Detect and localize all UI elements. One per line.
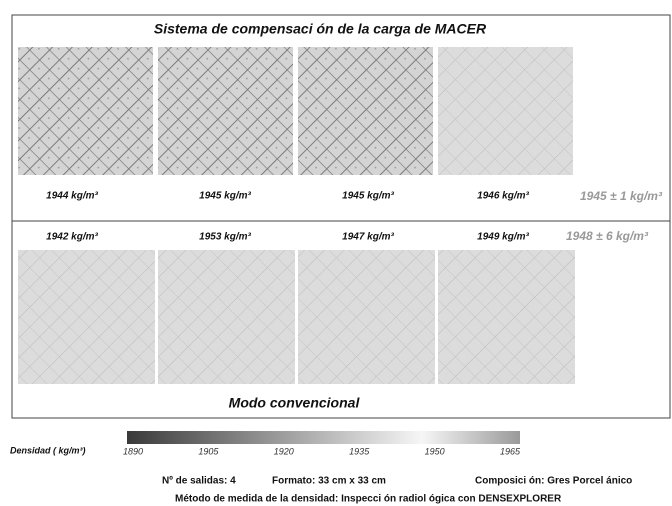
top-images (18, 47, 573, 175)
summary: 1945 ± 1 kg/m³ (580, 189, 663, 203)
outputs: Nº de salidas: 4 (162, 476, 236, 487)
density-label: 1945 kg/m³ (199, 191, 251, 202)
image (158, 47, 293, 175)
colorbar-label: Densidad ( kg/m³) (10, 445, 86, 455)
image (438, 47, 573, 175)
colorbar (127, 431, 520, 444)
colorbar-tick: 1920 (274, 446, 294, 456)
colorbar-tick: 1890 (123, 446, 143, 456)
density-label: 1944 kg/m³ (46, 191, 98, 202)
image (298, 250, 435, 384)
density-label: 1947 kg/m³ (342, 232, 394, 243)
title: Sistema de compensaci ón de la carga de … (154, 21, 487, 37)
image (298, 47, 433, 175)
image (438, 250, 575, 384)
colorbar-ticks: 1890 1905 1920 1935 1950 1965 (123, 446, 521, 456)
image (158, 250, 295, 384)
image (18, 47, 153, 175)
density-label: 1942 kg/m³ (46, 232, 98, 243)
format: Formato: 33 cm x 33 cm (272, 476, 386, 487)
density-label: 1953 kg/m³ (199, 232, 251, 243)
frame (11, 14, 671, 419)
image (18, 250, 155, 384)
composition: Composici ón: Gres Porcel ánico (475, 476, 632, 487)
density-label: 1945 kg/m³ (342, 191, 394, 202)
summary: 1948 ± 6 kg/m³ (566, 229, 649, 243)
colorbar-tick: 1950 (425, 446, 445, 456)
colorbar-tick: 1965 (500, 446, 521, 456)
colorbar-tick: 1935 (349, 446, 370, 456)
density-label: 1949 kg/m³ (477, 232, 529, 243)
method: Método de medida de la densidad: Inspecc… (175, 494, 562, 505)
colorbar-tick: 1905 (198, 446, 219, 456)
bottom-title: Modo convencional (229, 395, 361, 411)
density-label: 1946 kg/m³ (477, 191, 529, 202)
bottom-images (18, 250, 575, 384)
